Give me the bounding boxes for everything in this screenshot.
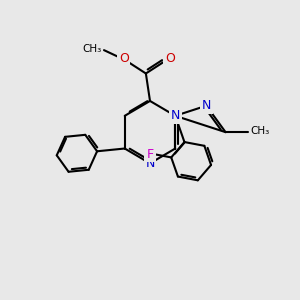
Text: N: N — [145, 157, 155, 170]
Text: N: N — [202, 99, 211, 112]
Text: O: O — [119, 52, 129, 65]
Text: F: F — [147, 148, 154, 160]
Text: CH₃: CH₃ — [250, 126, 269, 136]
Text: N: N — [171, 109, 180, 122]
Text: O: O — [165, 52, 175, 65]
Text: CH₃: CH₃ — [82, 44, 102, 54]
